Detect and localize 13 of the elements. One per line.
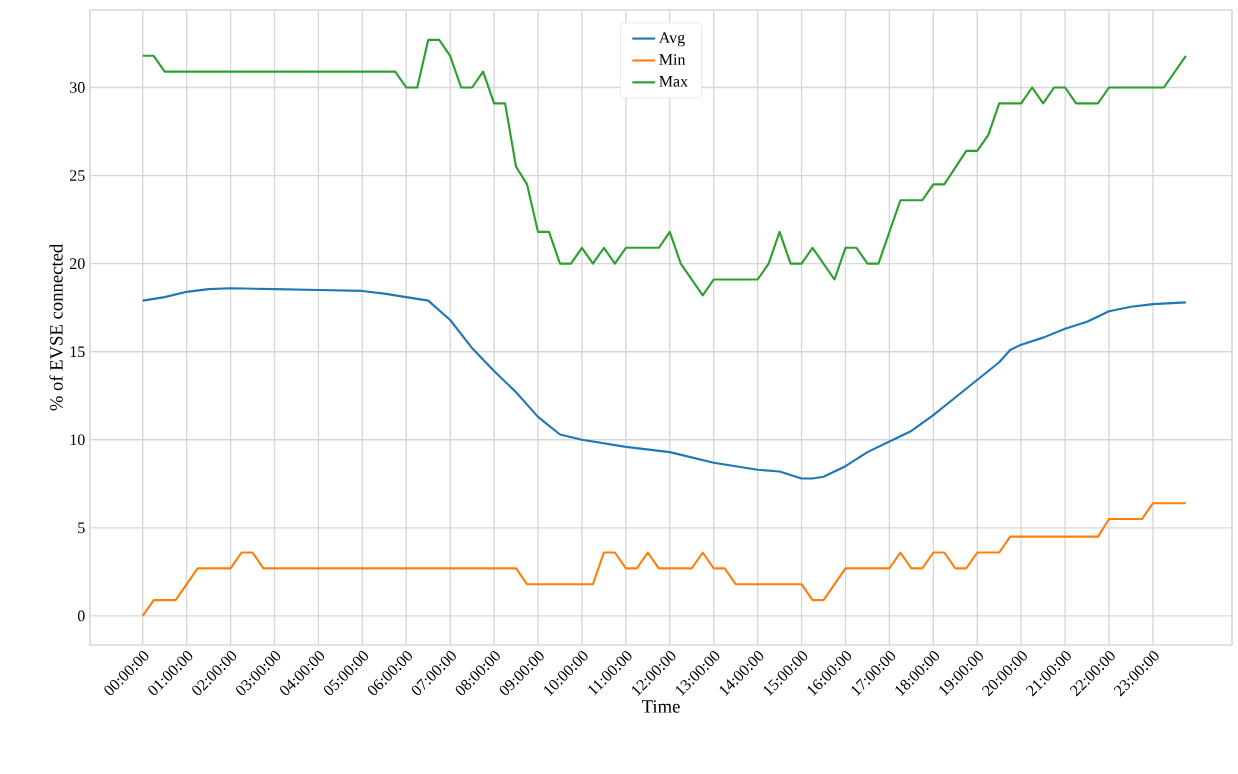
- legend-label: Max: [659, 76, 688, 87]
- y-tick-label: 5: [78, 522, 85, 534]
- y-tick-label: 20: [70, 258, 85, 270]
- legend-label: Avg: [658, 32, 685, 47]
- x-axis-title: Time: [641, 700, 680, 713]
- y-tick-label: 0: [77, 610, 85, 622]
- y-tick-label: 25: [70, 170, 85, 181]
- y-axis-title: % of EVSE connected: [49, 244, 63, 411]
- line-series: [141, 502, 1187, 617]
- y-tick-label: 30: [70, 82, 85, 93]
- y-tick-label: 10: [70, 434, 85, 446]
- y-tick-label: 15: [70, 346, 85, 358]
- legend-label: Min: [659, 54, 686, 65]
